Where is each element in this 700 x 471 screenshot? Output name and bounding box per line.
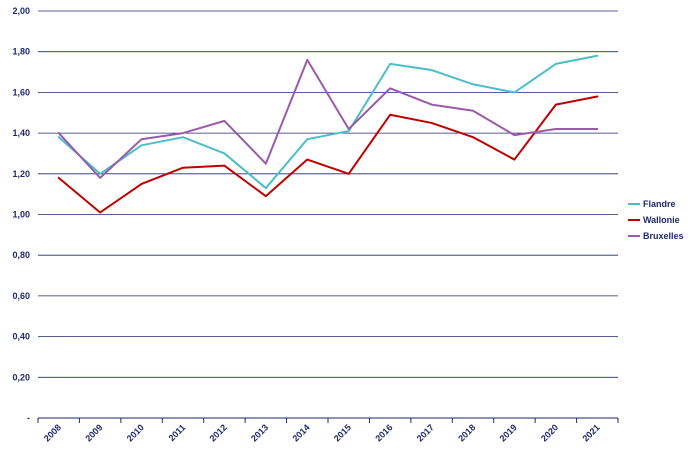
- x-tick-label: 2012: [208, 422, 229, 443]
- x-tick-label: 2016: [373, 422, 394, 443]
- y-tick-label: 1,60: [12, 87, 30, 97]
- series-line-flandre: [57, 54, 599, 190]
- axes: [37, 417, 619, 423]
- y-tick-label: 1,20: [12, 169, 30, 179]
- x-tick-label: 2008: [42, 422, 63, 443]
- x-tick-label: 2017: [415, 422, 436, 443]
- x-tick-label: 2009: [83, 422, 104, 443]
- x-tick-label: 2013: [249, 422, 270, 443]
- series-line-wallonie: [57, 95, 599, 214]
- legend-label: Bruxelles: [643, 231, 684, 241]
- x-tick-label: 2020: [539, 422, 560, 443]
- x-tick-label: 2019: [498, 422, 519, 443]
- x-tick-label: 2011: [167, 422, 188, 443]
- y-tick-label: 1,80: [12, 47, 30, 57]
- x-tick-label: 2018: [456, 422, 477, 443]
- y-tick-label: 1,00: [12, 210, 30, 220]
- x-tick-labels: 2008 2009 2010 2011 2012 2013 2014 2015 2016 2017…: [42, 422, 602, 443]
- x-tick-label: 2010: [125, 422, 146, 443]
- gridlines: [38, 10, 618, 378]
- legend-label: Wallonie: [643, 215, 680, 225]
- x-tick-label: 2021: [580, 422, 601, 443]
- x-tick-label: 2014: [290, 422, 311, 443]
- y-tick-label: 1,40: [12, 128, 30, 138]
- y-tick-label: -: [27, 413, 30, 423]
- y-tick-label: 0,20: [12, 372, 30, 382]
- y-tick-label: 2,00: [12, 6, 30, 16]
- y-tick-label: 0,80: [12, 250, 30, 260]
- series-line-bruxelles: [57, 58, 599, 179]
- y-tick-labels: - 0,20 0,40 0,60 0,80 1,00 1,20 1,40 1,60 1,80 2,0…: [12, 6, 30, 423]
- y-tick-label: 0,40: [12, 332, 30, 342]
- legend-label: Flandre: [643, 199, 676, 209]
- series-lines: [57, 54, 599, 214]
- legend: Flandre Wallonie Bruxelles: [628, 199, 684, 241]
- x-tick-label: 2015: [332, 422, 353, 443]
- y-tick-label: 0,60: [12, 291, 30, 301]
